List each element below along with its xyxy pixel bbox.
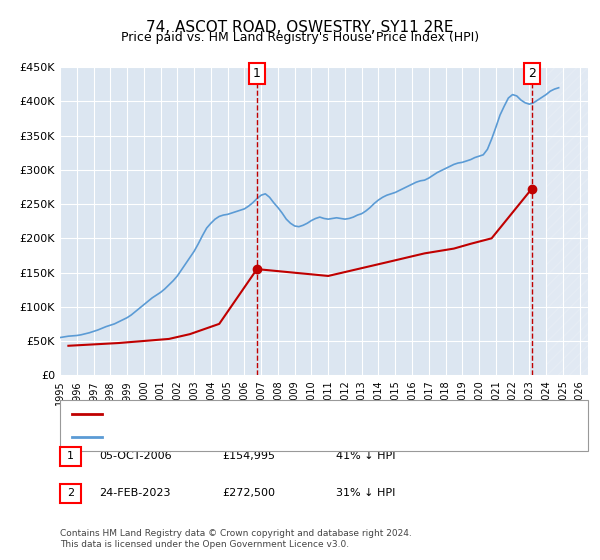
Text: 74, ASCOT ROAD, OSWESTRY, SY11 2RE (detached house): 74, ASCOT ROAD, OSWESTRY, SY11 2RE (deta… <box>111 409 415 419</box>
Text: 05-OCT-2006: 05-OCT-2006 <box>99 451 172 461</box>
Text: 1: 1 <box>67 451 74 461</box>
Text: 31% ↓ HPI: 31% ↓ HPI <box>336 488 395 498</box>
Text: 2: 2 <box>528 67 536 80</box>
Text: 74, ASCOT ROAD, OSWESTRY, SY11 2RE: 74, ASCOT ROAD, OSWESTRY, SY11 2RE <box>146 20 454 35</box>
Text: Contains HM Land Registry data © Crown copyright and database right 2024.
This d: Contains HM Land Registry data © Crown c… <box>60 529 412 549</box>
Bar <box>546 67 588 375</box>
Text: Price paid vs. HM Land Registry's House Price Index (HPI): Price paid vs. HM Land Registry's House … <box>121 31 479 44</box>
Text: 41% ↓ HPI: 41% ↓ HPI <box>336 451 395 461</box>
Text: £154,995: £154,995 <box>222 451 275 461</box>
Text: 2: 2 <box>67 488 74 498</box>
Text: HPI: Average price, detached house, Shropshire: HPI: Average price, detached house, Shro… <box>111 432 360 442</box>
Text: 1: 1 <box>253 67 261 80</box>
Text: £272,500: £272,500 <box>222 488 275 498</box>
Text: 24-FEB-2023: 24-FEB-2023 <box>99 488 170 498</box>
